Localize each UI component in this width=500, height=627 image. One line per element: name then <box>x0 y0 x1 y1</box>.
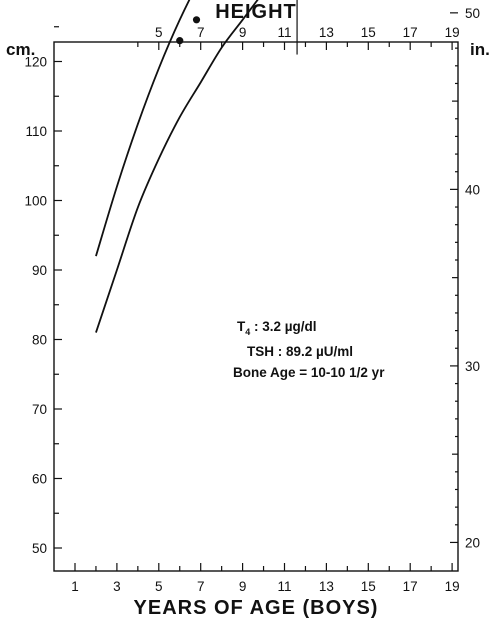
right-axis-unit-label: in. <box>470 40 490 59</box>
y-left-tick-label: 70 <box>32 402 47 417</box>
annotation-tsh: TSH : 89.2 µU/ml <box>247 344 353 359</box>
data-point <box>192 16 201 24</box>
x-bottom-tick-label: 19 <box>445 579 460 594</box>
x-axis-title: YEARS OF AGE (BOYS) <box>134 597 379 619</box>
x-bottom-tick-label: 7 <box>197 579 205 594</box>
x-top-tick-label: 7 <box>197 25 205 40</box>
x-top-tick-label: 17 <box>403 25 418 40</box>
percentile-curve-1 <box>95 0 191 257</box>
x-bottom-tick-label: 1 <box>71 579 79 594</box>
data-point <box>176 37 184 45</box>
x-top-tick-label: 15 <box>361 25 376 40</box>
annotation-t4-value: : 3.2 µg/dl <box>250 319 316 334</box>
x-bottom-tick-label: 15 <box>361 579 376 594</box>
y-right-tick-label: 50 <box>465 6 480 21</box>
chart-title: HEIGHT <box>215 1 297 23</box>
x-bottom-tick-label: 5 <box>155 579 163 594</box>
y-right-tick-label: 40 <box>465 182 480 197</box>
y-left-tick-label: 50 <box>32 541 47 556</box>
series-layer <box>95 0 259 333</box>
y-axis-right-in: 203040506070 <box>450 6 480 550</box>
annotation-t4-prefix: T <box>237 319 246 334</box>
y-left-tick-label: 90 <box>32 263 47 278</box>
annotation-t4: T4 : 3.2 µg/dl <box>237 319 317 337</box>
x-top-tick-label: 13 <box>319 25 334 40</box>
x-top-tick-label: 11 <box>277 25 291 40</box>
x-top-tick-label: 9 <box>239 25 247 40</box>
left-axis-unit-label: cm. <box>6 40 35 59</box>
y-left-tick-label: 100 <box>24 194 47 209</box>
y-left-tick-label: 120 <box>24 55 47 70</box>
y-left-tick-label: 110 <box>25 124 47 139</box>
x-bottom-tick-label: 9 <box>239 579 247 594</box>
x-bottom-tick-label: 3 <box>113 579 121 594</box>
x-top-tick-label: 5 <box>155 25 163 40</box>
percentile-curve-2 <box>95 0 259 333</box>
x-top-tick-label: 19 <box>445 25 460 40</box>
x-bottom-tick-label: 17 <box>403 579 418 594</box>
x-bottom-tick-label: 11 <box>277 579 291 594</box>
annotation-t4-subscript: 4 <box>245 327 250 337</box>
annotation: T4 : 3.2 µg/dl TSH : 89.2 µU/ml Bone Age… <box>233 0 385 380</box>
y-left-tick-label: 80 <box>32 333 47 348</box>
annotation-bone-age: Bone Age = 10-10 1/2 yr <box>233 365 385 380</box>
y-axis-left-cm: 5060708090100110120130140150160170180190 <box>24 26 62 556</box>
y-right-tick-label: 20 <box>465 535 480 550</box>
x-axis-bottom: 1 3 5 7 9 11 13 15 17 19 <box>71 563 460 594</box>
x-bottom-tick-label: 13 <box>319 579 334 594</box>
x-axis-top: 5 7 9 11 13 15 17 19 <box>137 25 460 50</box>
y-right-tick-label: 30 <box>465 359 480 374</box>
y-left-tick-label: 60 <box>32 472 47 487</box>
plot-frame <box>53 41 459 572</box>
